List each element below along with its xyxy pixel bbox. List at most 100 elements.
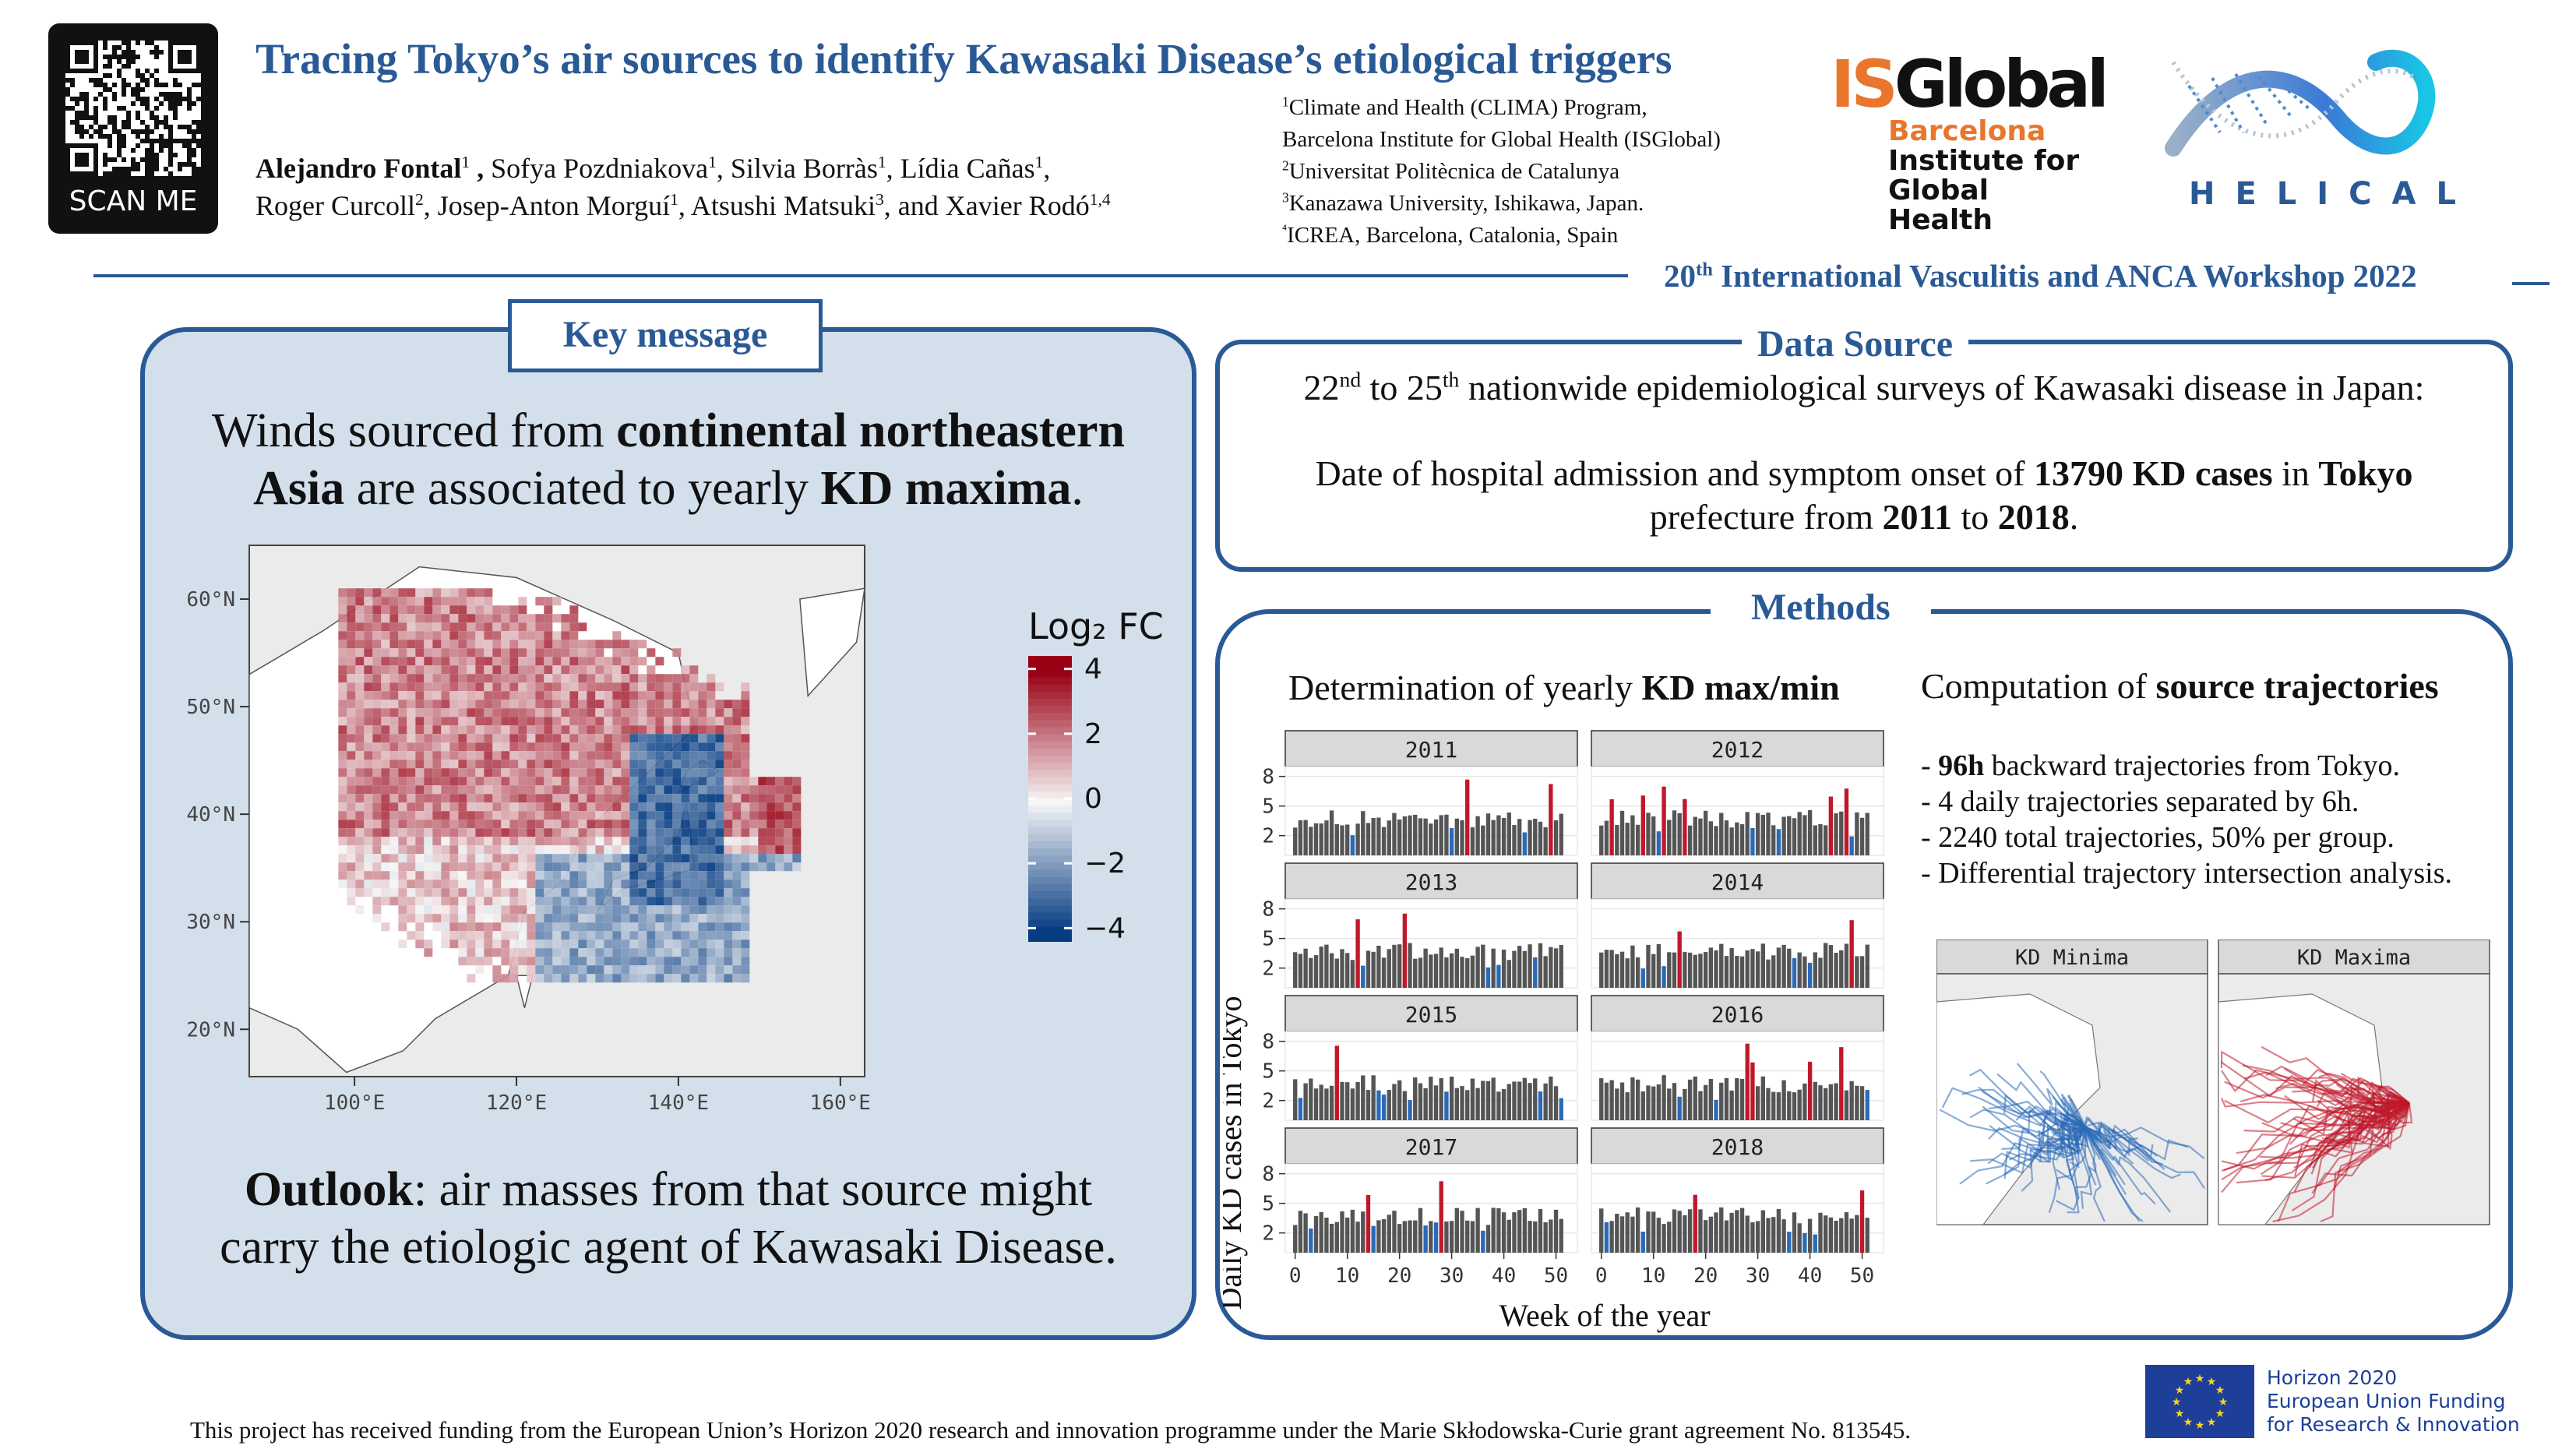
fc-cell xyxy=(355,845,365,855)
fc-cell xyxy=(587,888,596,897)
fc-cell xyxy=(544,948,553,957)
fc-cell xyxy=(432,640,442,649)
fc-cell xyxy=(501,665,510,675)
fc-cell xyxy=(698,974,707,983)
fc-cell xyxy=(544,854,553,863)
fc-cell xyxy=(758,802,767,812)
fc-cell xyxy=(647,948,656,957)
fc-cell xyxy=(389,742,399,752)
fc-cell xyxy=(509,708,519,717)
weekly-bar xyxy=(1844,943,1849,988)
fc-cell xyxy=(749,820,759,829)
fc-cell xyxy=(415,854,425,863)
fc-cell xyxy=(364,614,373,623)
weekly-bar xyxy=(1454,1208,1459,1253)
fc-cell xyxy=(587,640,596,649)
fc-cell xyxy=(629,768,639,777)
weekly-bar xyxy=(1719,1207,1724,1253)
fc-cell xyxy=(578,648,587,658)
weekly-bar xyxy=(1619,1082,1625,1120)
fc-cell xyxy=(381,845,390,855)
fc-cell xyxy=(664,965,673,975)
fc-cell xyxy=(389,862,399,872)
fc-cell xyxy=(415,880,425,889)
fc-cell xyxy=(398,734,407,743)
fc-cell xyxy=(612,940,622,949)
affiliations: 1Climate and Health (CLIMA) Program, Barc… xyxy=(1282,92,1721,252)
fc-cell xyxy=(647,914,656,923)
weekly-bar xyxy=(1735,1077,1739,1120)
weekly-bar xyxy=(1839,811,1844,855)
fc-cell xyxy=(509,742,519,752)
fc-cell xyxy=(689,717,699,726)
lat-tick-label: 60°N xyxy=(186,588,235,612)
weekly-bar xyxy=(1865,813,1869,855)
weekly-bar xyxy=(1485,1225,1491,1253)
fc-cell xyxy=(527,974,536,983)
fc-cell xyxy=(398,648,407,658)
fc-cell xyxy=(655,674,664,683)
weekly-bar xyxy=(1781,1219,1786,1253)
fc-cell xyxy=(689,922,699,932)
fc-cell xyxy=(629,708,639,717)
fc-cell xyxy=(578,682,587,692)
fc-cell xyxy=(638,811,647,820)
fc-cell xyxy=(338,640,347,649)
fc-cell xyxy=(612,897,622,906)
weekly-bar xyxy=(1865,944,1869,988)
fc-cell xyxy=(458,622,467,632)
fc-cell xyxy=(561,708,570,717)
fc-cell xyxy=(415,734,425,743)
fc-cell xyxy=(398,888,407,897)
funding-statement: This project has received funding from t… xyxy=(190,1416,1911,1444)
fc-cell xyxy=(638,794,647,803)
fc-cell xyxy=(527,922,536,932)
fc-cell xyxy=(561,665,570,675)
facet-year-label: 2017 xyxy=(1405,1134,1457,1160)
fc-cell xyxy=(544,751,553,760)
fc-cell xyxy=(552,931,562,940)
fc-cell xyxy=(415,931,425,940)
fc-cell xyxy=(475,605,485,615)
fc-cell xyxy=(732,742,742,752)
fc-cell xyxy=(689,914,699,923)
fc-cell xyxy=(595,794,604,803)
fc-cell xyxy=(449,708,459,717)
fc-cell xyxy=(484,682,493,692)
fc-cell xyxy=(638,914,647,923)
qr-code[interactable]: SCAN ME xyxy=(48,23,218,234)
fc-cell xyxy=(449,777,459,786)
weekly-bar xyxy=(1651,954,1656,988)
fc-cell xyxy=(355,700,365,709)
weekly-bar xyxy=(1517,946,1522,988)
fc-cell xyxy=(364,640,373,649)
fc-cell xyxy=(664,828,673,837)
weekly-bar xyxy=(1454,1088,1459,1120)
fc-cell xyxy=(715,708,724,717)
fc-cell xyxy=(544,665,553,675)
fc-cell xyxy=(741,768,750,777)
weekly-bar xyxy=(1640,1231,1645,1253)
fc-cell xyxy=(595,862,604,872)
fc-cell xyxy=(569,674,579,683)
weekly-bar xyxy=(1667,1222,1672,1253)
fc-cell xyxy=(629,725,639,735)
fc-cell xyxy=(407,717,416,726)
fc-cell xyxy=(578,845,587,855)
weekly-bar xyxy=(1496,1091,1501,1120)
fc-cell xyxy=(655,811,664,820)
fc-cell xyxy=(364,717,373,726)
weekly-bar xyxy=(1599,952,1604,988)
fc-cell xyxy=(398,828,407,837)
fc-cell xyxy=(578,760,587,769)
fc-cell xyxy=(347,674,356,683)
fc-cell xyxy=(621,674,630,683)
fc-cell xyxy=(715,957,724,966)
fc-cell xyxy=(655,734,664,743)
legend-color-step xyxy=(1028,876,1072,885)
fc-cell xyxy=(458,691,467,700)
weekly-bar xyxy=(1481,1230,1485,1253)
fc-cell xyxy=(347,760,356,769)
fc-cell xyxy=(441,811,450,820)
fc-cell xyxy=(527,940,536,949)
